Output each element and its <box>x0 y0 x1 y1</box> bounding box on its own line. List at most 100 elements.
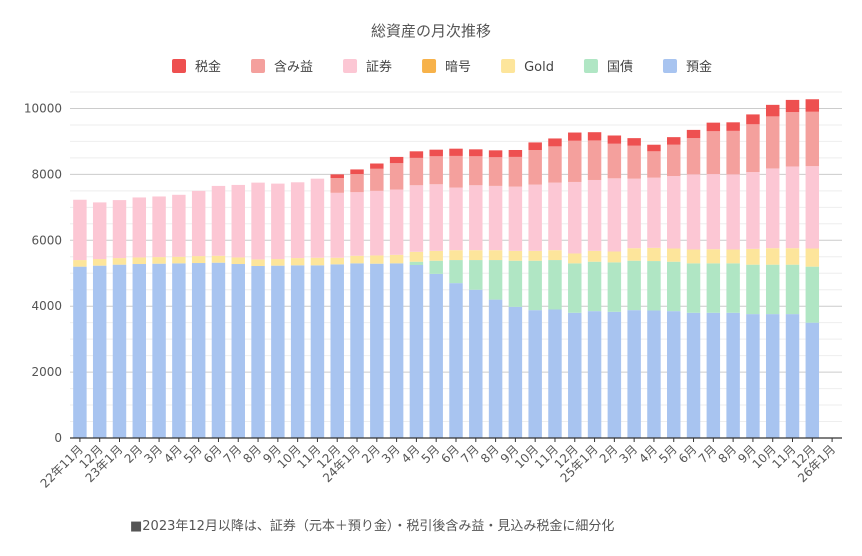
bar-segment[interactable] <box>488 185 503 251</box>
bar-segment[interactable] <box>112 200 127 259</box>
bar-segment[interactable] <box>389 189 404 255</box>
bar-segment[interactable] <box>271 183 285 260</box>
bar-stack[interactable] <box>469 149 483 438</box>
bar-segment[interactable] <box>607 311 622 438</box>
bar-segment[interactable] <box>706 249 721 264</box>
bar-segment[interactable] <box>746 124 760 173</box>
bar-segment[interactable] <box>726 312 740 438</box>
bar-segment[interactable] <box>350 192 364 256</box>
bar-segment[interactable] <box>726 249 740 264</box>
bar-segment[interactable] <box>231 264 245 438</box>
bar-segment[interactable] <box>92 202 107 260</box>
bar-segment[interactable] <box>508 149 523 157</box>
bar-segment[interactable] <box>686 138 701 175</box>
bar-segment[interactable] <box>587 179 602 251</box>
legend-item[interactable]: 含み益 <box>251 59 313 75</box>
legend-item[interactable]: 証券 <box>343 59 392 75</box>
bar-stack[interactable] <box>508 149 523 438</box>
bar-stack[interactable] <box>667 137 681 438</box>
bar-segment[interactable] <box>765 248 780 265</box>
bar-segment[interactable] <box>469 185 483 251</box>
bar-segment[interactable] <box>251 182 265 260</box>
bar-segment[interactable] <box>765 104 780 117</box>
bar-segment[interactable] <box>132 264 147 438</box>
bar-segment[interactable] <box>607 135 622 144</box>
bar-segment[interactable] <box>785 112 800 167</box>
bar-segment[interactable] <box>389 156 404 164</box>
bar-segment[interactable] <box>568 181 582 254</box>
bar-segment[interactable] <box>508 186 523 251</box>
bar-segment[interactable] <box>805 111 820 167</box>
bar-stack[interactable] <box>449 148 463 438</box>
bar-segment[interactable] <box>469 156 483 186</box>
bar-segment[interactable] <box>429 156 443 185</box>
bar-segment[interactable] <box>132 197 147 258</box>
bar-segment[interactable] <box>290 258 305 266</box>
bar-segment[interactable] <box>409 185 424 252</box>
bar-segment[interactable] <box>667 261 681 312</box>
bar-segment[interactable] <box>587 140 602 180</box>
bar-segment[interactable] <box>805 248 820 267</box>
bar-stack[interactable] <box>488 150 503 438</box>
bar-segment[interactable] <box>686 174 701 250</box>
bar-segment[interactable] <box>429 273 443 438</box>
bar-segment[interactable] <box>389 263 404 438</box>
bar-stack[interactable] <box>251 182 265 438</box>
bar-stack[interactable] <box>389 156 404 438</box>
bar-segment[interactable] <box>370 168 384 191</box>
bar-segment[interactable] <box>330 257 344 265</box>
bar-segment[interactable] <box>73 260 87 267</box>
bar-segment[interactable] <box>706 131 721 175</box>
bar-segment[interactable] <box>765 314 780 438</box>
bar-segment[interactable] <box>469 250 483 261</box>
bar-stack[interactable] <box>409 151 424 438</box>
bar-segment[interactable] <box>290 182 305 259</box>
bar-segment[interactable] <box>508 250 523 261</box>
bar-segment[interactable] <box>350 174 364 193</box>
bar-segment[interactable] <box>568 263 582 313</box>
bar-segment[interactable] <box>726 174 740 250</box>
legend-item[interactable]: 暗号 <box>422 59 471 75</box>
bar-stack[interactable] <box>706 122 721 438</box>
bar-segment[interactable] <box>627 248 641 261</box>
bar-segment[interactable] <box>785 166 800 249</box>
bar-segment[interactable] <box>667 248 681 262</box>
bar-segment[interactable] <box>528 310 542 438</box>
bar-segment[interactable] <box>746 248 760 265</box>
bar-stack[interactable] <box>746 114 760 438</box>
bar-segment[interactable] <box>231 184 245 258</box>
bar-segment[interactable] <box>132 257 147 265</box>
bar-segment[interactable] <box>508 306 523 438</box>
bar-stack[interactable] <box>92 202 107 438</box>
bar-segment[interactable] <box>469 260 483 290</box>
bar-segment[interactable] <box>152 257 166 264</box>
bar-segment[interactable] <box>429 149 443 157</box>
bar-stack[interactable] <box>785 99 800 438</box>
bar-segment[interactable] <box>785 264 800 315</box>
bar-stack[interactable] <box>231 184 245 438</box>
bar-segment[interactable] <box>647 261 661 311</box>
bar-segment[interactable] <box>587 311 602 438</box>
bar-segment[interactable] <box>310 265 325 438</box>
legend-item[interactable]: 税金 <box>172 59 221 75</box>
bar-stack[interactable] <box>647 144 661 438</box>
bar-segment[interactable] <box>805 322 820 438</box>
bar-segment[interactable] <box>607 178 622 252</box>
bar-segment[interactable] <box>568 132 582 141</box>
bar-segment[interactable] <box>706 122 721 132</box>
bar-segment[interactable] <box>627 178 641 249</box>
bar-segment[interactable] <box>469 289 483 438</box>
bar-segment[interactable] <box>449 148 463 156</box>
bar-stack[interactable] <box>112 200 127 438</box>
bar-segment[interactable] <box>746 314 760 438</box>
bar-segment[interactable] <box>726 263 740 313</box>
bar-segment[interactable] <box>370 190 384 256</box>
legend-item[interactable]: Gold <box>501 59 554 75</box>
bar-stack[interactable] <box>370 163 384 438</box>
bar-segment[interactable] <box>211 185 226 256</box>
bar-segment[interactable] <box>409 151 424 158</box>
bar-stack[interactable] <box>548 138 562 438</box>
legend-item[interactable]: 預金 <box>662 59 712 75</box>
bar-segment[interactable] <box>330 174 344 179</box>
bar-segment[interactable] <box>548 182 562 251</box>
